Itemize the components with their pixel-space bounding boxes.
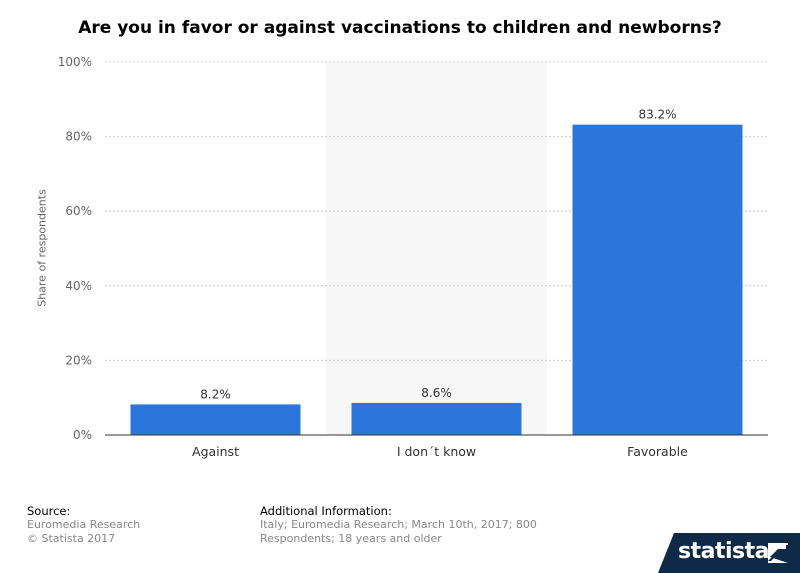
x-tick-label: I don´t know bbox=[397, 444, 476, 459]
statista-flag-icon bbox=[768, 543, 788, 563]
y-tick-label: 40% bbox=[65, 279, 92, 293]
highlight-band bbox=[326, 62, 547, 435]
additional-info-heading: Additional Information: bbox=[260, 504, 392, 518]
y-tick-label: 80% bbox=[65, 130, 92, 144]
y-tick-label: 60% bbox=[65, 204, 92, 218]
additional-info-block: Additional Information: Italy; Euromedia… bbox=[260, 504, 590, 546]
bar bbox=[351, 402, 522, 435]
chart-title: Are you in favor or against vaccinations… bbox=[78, 18, 722, 38]
data-label: 8.2% bbox=[200, 387, 231, 401]
source-line-publisher: Euromedia Research bbox=[27, 518, 141, 531]
data-label: 83.2% bbox=[638, 108, 676, 122]
bar bbox=[572, 124, 743, 435]
bar-chart: 0% 20% 40% 60% 80% 100% 8.2% Against 8.6% I don´t… bbox=[58, 55, 768, 459]
x-tick-label: Favorable bbox=[627, 444, 688, 459]
x-tick-label: Against bbox=[192, 444, 239, 459]
y-tick-label: 0% bbox=[73, 428, 92, 442]
y-tick-label: 20% bbox=[65, 353, 92, 367]
y-axis-label: Share of respondents bbox=[35, 189, 49, 307]
bar bbox=[130, 404, 301, 435]
source-heading: Source: bbox=[27, 504, 71, 518]
source-block: Source: Euromedia Research © Statista 20… bbox=[27, 504, 140, 546]
additional-info-text: Italy; Euromedia Research; March 10th, 2… bbox=[260, 518, 537, 545]
statista-logo[interactable]: statista bbox=[658, 533, 800, 573]
y-tick-label: 100% bbox=[58, 55, 92, 69]
data-label: 8.6% bbox=[421, 386, 452, 400]
source-line-copyright: © Statista 2017 bbox=[27, 532, 116, 545]
logo-text: statista bbox=[678, 539, 769, 564]
